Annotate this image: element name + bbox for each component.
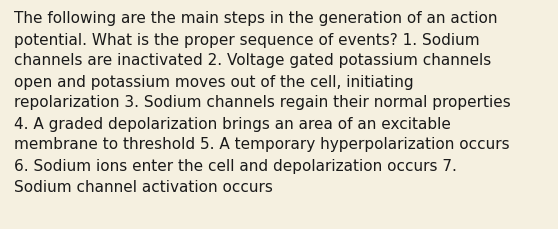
Text: The following are the main steps in the generation of an action
potential. What : The following are the main steps in the … <box>14 11 511 194</box>
